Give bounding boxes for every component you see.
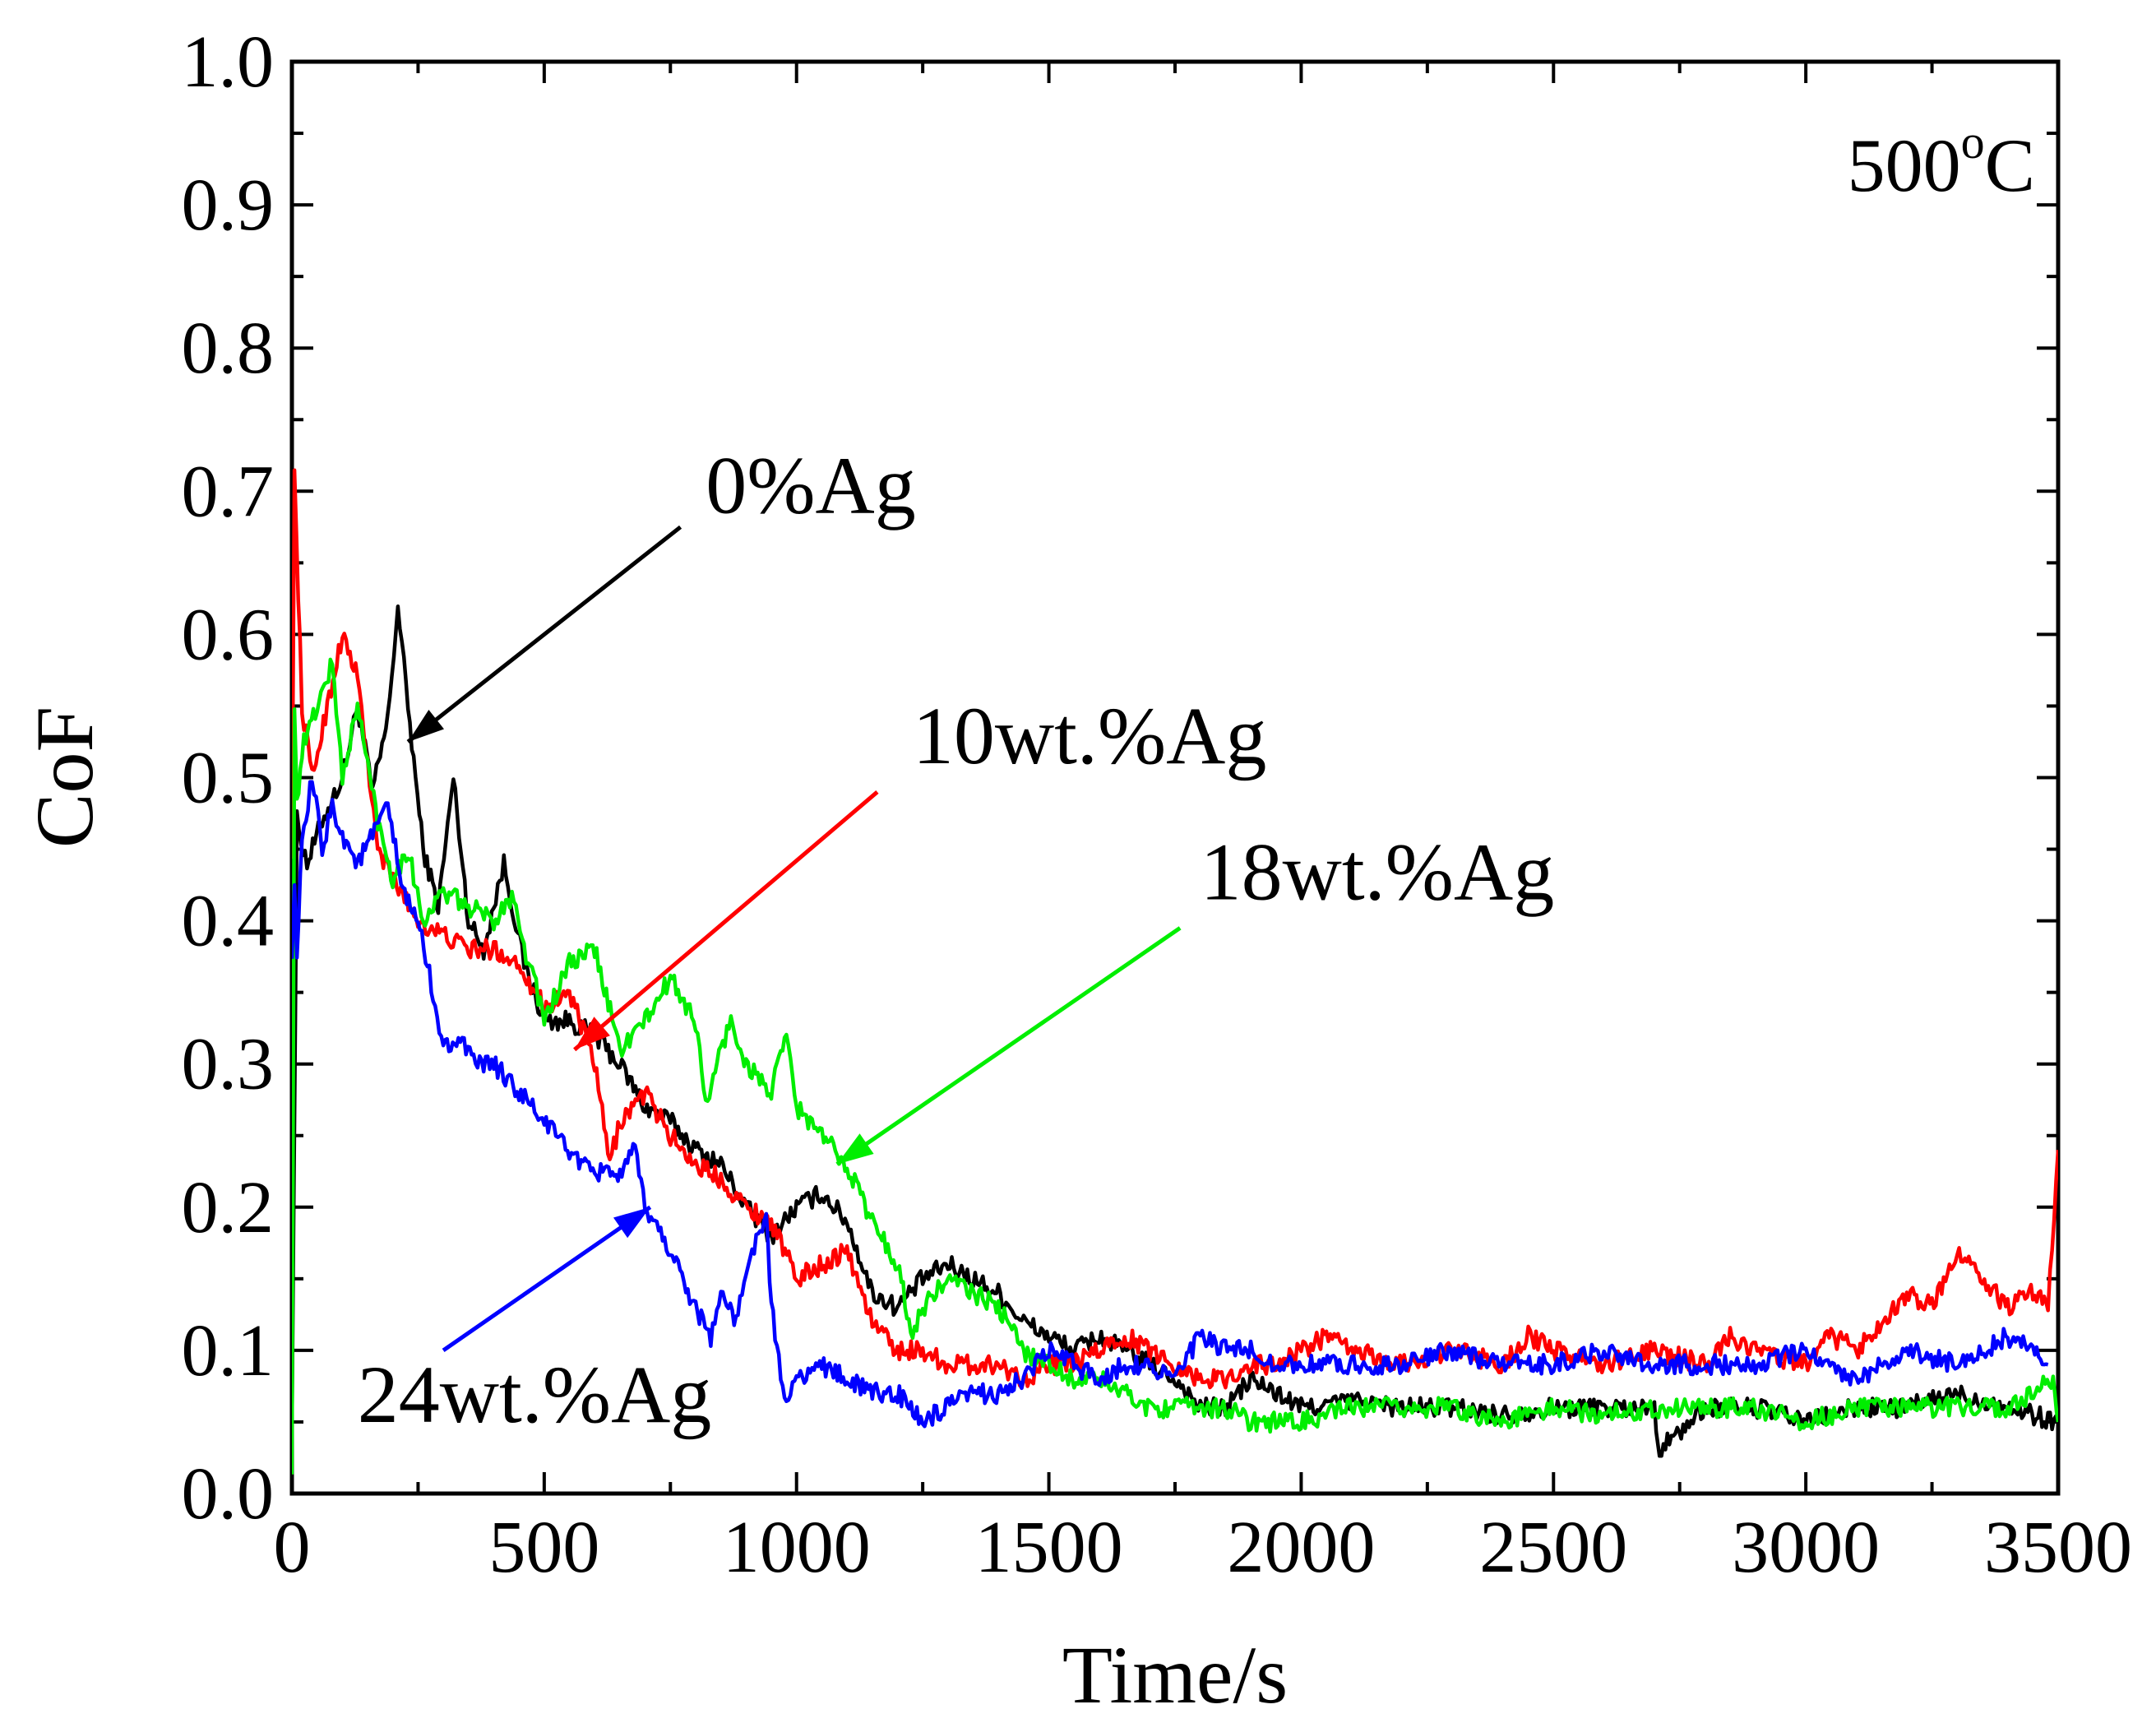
x-tick-label: 1000 [723,1507,871,1588]
y-tick-label: 0.3 [182,1024,275,1105]
annotation-arrow-head-24wt-ag [613,1207,650,1239]
annotation-arrow-head-10wt-ag [574,1017,610,1050]
temperature-degree: o [1961,115,1985,169]
series-line-10wt-ag [292,468,2058,1390]
y-tick-label: 0.2 [182,1167,275,1248]
y-axis: 0.0 0.1 0.2 0.3 0.4 0.5 0.6 0.7 0.8 0.9 1.0 [182,21,2058,1535]
y-tick-label: 0.5 [182,738,275,819]
x-tick-label: 2000 [1227,1507,1375,1588]
series-layer [292,468,2058,1475]
temperature-label: 500oC [1848,115,2035,207]
series-line-18wt-ag [292,657,2058,1475]
x-tick-label: 3000 [1732,1507,1880,1588]
annotation-arrow-shaft-24wt-ag [442,1205,652,1352]
annotation-arrow-shaft-0-ag [406,525,682,743]
annotation-arrow-head-18wt-ag [836,1133,874,1165]
y-tick-label: 0.8 [182,308,275,389]
annotation-arrow-head-0-ag [408,710,444,742]
annotation-arrow-shaft-18wt-ag [835,926,1182,1166]
y-tick-label: 0.6 [182,594,275,675]
y-tick-label: 0.1 [182,1310,275,1392]
x-axis: 0 500 1000 1500 2000 2500 3000 3500 [274,62,2132,1588]
annotation-label-0-ag: 0%Ag [706,439,916,530]
x-tick-label: 1500 [975,1507,1123,1588]
y-tick-label: 0.4 [182,881,275,962]
series-line-24wt-ag [292,780,2049,1429]
annotation-layer: 0%Ag 10wt.%Ag 18wt.%Ag 24wt.%Ag [358,439,1554,1440]
annotation-label-24wt-ag: 24wt.%Ag [358,1349,712,1440]
y-tick-label: 0.0 [182,1453,275,1535]
x-tick-label: 2500 [1479,1507,1627,1588]
temperature-unit: C [1985,123,2035,207]
temperature-value: 500 [1848,123,1961,207]
x-axis-title: Time/s [1062,1629,1288,1721]
y-tick-label: 0.9 [182,164,275,246]
x-tick-label: 500 [488,1507,599,1588]
annotation-arrow-shaft-10wt-ag [573,790,879,1052]
y-tick-label: 1.0 [182,21,275,103]
y-axis-title: CoF [19,706,110,848]
annotation-label-18wt-ag: 18wt.%Ag [1201,826,1555,917]
annotation-label-10wt-ag: 10wt.%Ag [913,690,1267,781]
x-tick-label: 0 [274,1507,311,1588]
x-tick-label: 3500 [1984,1507,2132,1588]
y-tick-label: 0.7 [182,451,275,532]
